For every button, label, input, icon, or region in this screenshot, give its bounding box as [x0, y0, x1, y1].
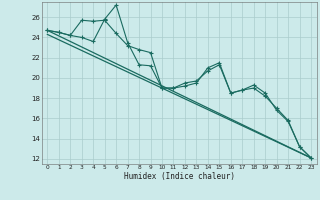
X-axis label: Humidex (Indice chaleur): Humidex (Indice chaleur)	[124, 172, 235, 181]
